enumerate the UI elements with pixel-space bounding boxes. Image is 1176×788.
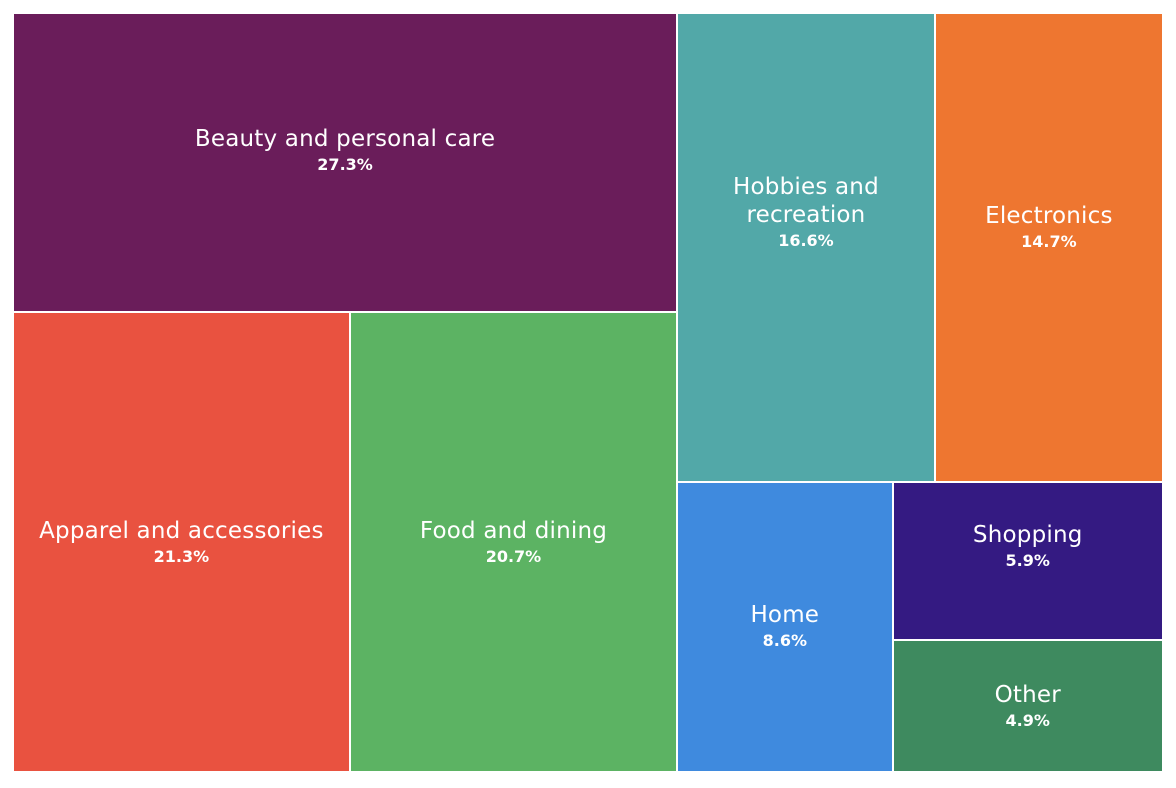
tile-hobbies-and-recreation: Hobbies and recreation 16.6% [677, 13, 935, 482]
tile-electronics: Electronics 14.7% [934, 13, 1163, 482]
tile-value-label: 5.9% [1005, 551, 1050, 571]
tile-label: Other [994, 681, 1061, 708]
tile-label: Beauty and personal care [194, 126, 496, 152]
tile-value-label: 20.7% [485, 546, 542, 566]
tile-label: Food and dining [419, 517, 608, 544]
tile-food-and-dining: Food and dining 20.7% [349, 312, 678, 772]
tile-label: Hobbies and recreation [733, 173, 879, 228]
tile-apparel-and-accessories: Apparel and accessories 21.3% [13, 312, 350, 772]
tile-label: Shopping [972, 522, 1083, 549]
tile-value-label: 8.6% [762, 631, 807, 651]
tile-value-label: 21.3% [153, 546, 210, 566]
tile-beauty-and-personal-care: Beauty and personal care 27.3% [13, 13, 678, 312]
tile-value-label: 27.3% [317, 155, 373, 174]
tile-value-label: 14.7% [1021, 231, 1077, 251]
tile-label: Electronics [985, 202, 1113, 229]
tile-value-label: 4.9% [1005, 710, 1050, 730]
tile-label: Apparel and accessories [39, 517, 324, 544]
tile-label: Home [750, 602, 820, 629]
tile-shopping: Shopping 5.9% [892, 481, 1163, 641]
tile-home: Home 8.6% [677, 481, 893, 772]
tile-other: Other 4.9% [892, 640, 1163, 772]
tile-value-label: 16.6% [778, 230, 834, 250]
